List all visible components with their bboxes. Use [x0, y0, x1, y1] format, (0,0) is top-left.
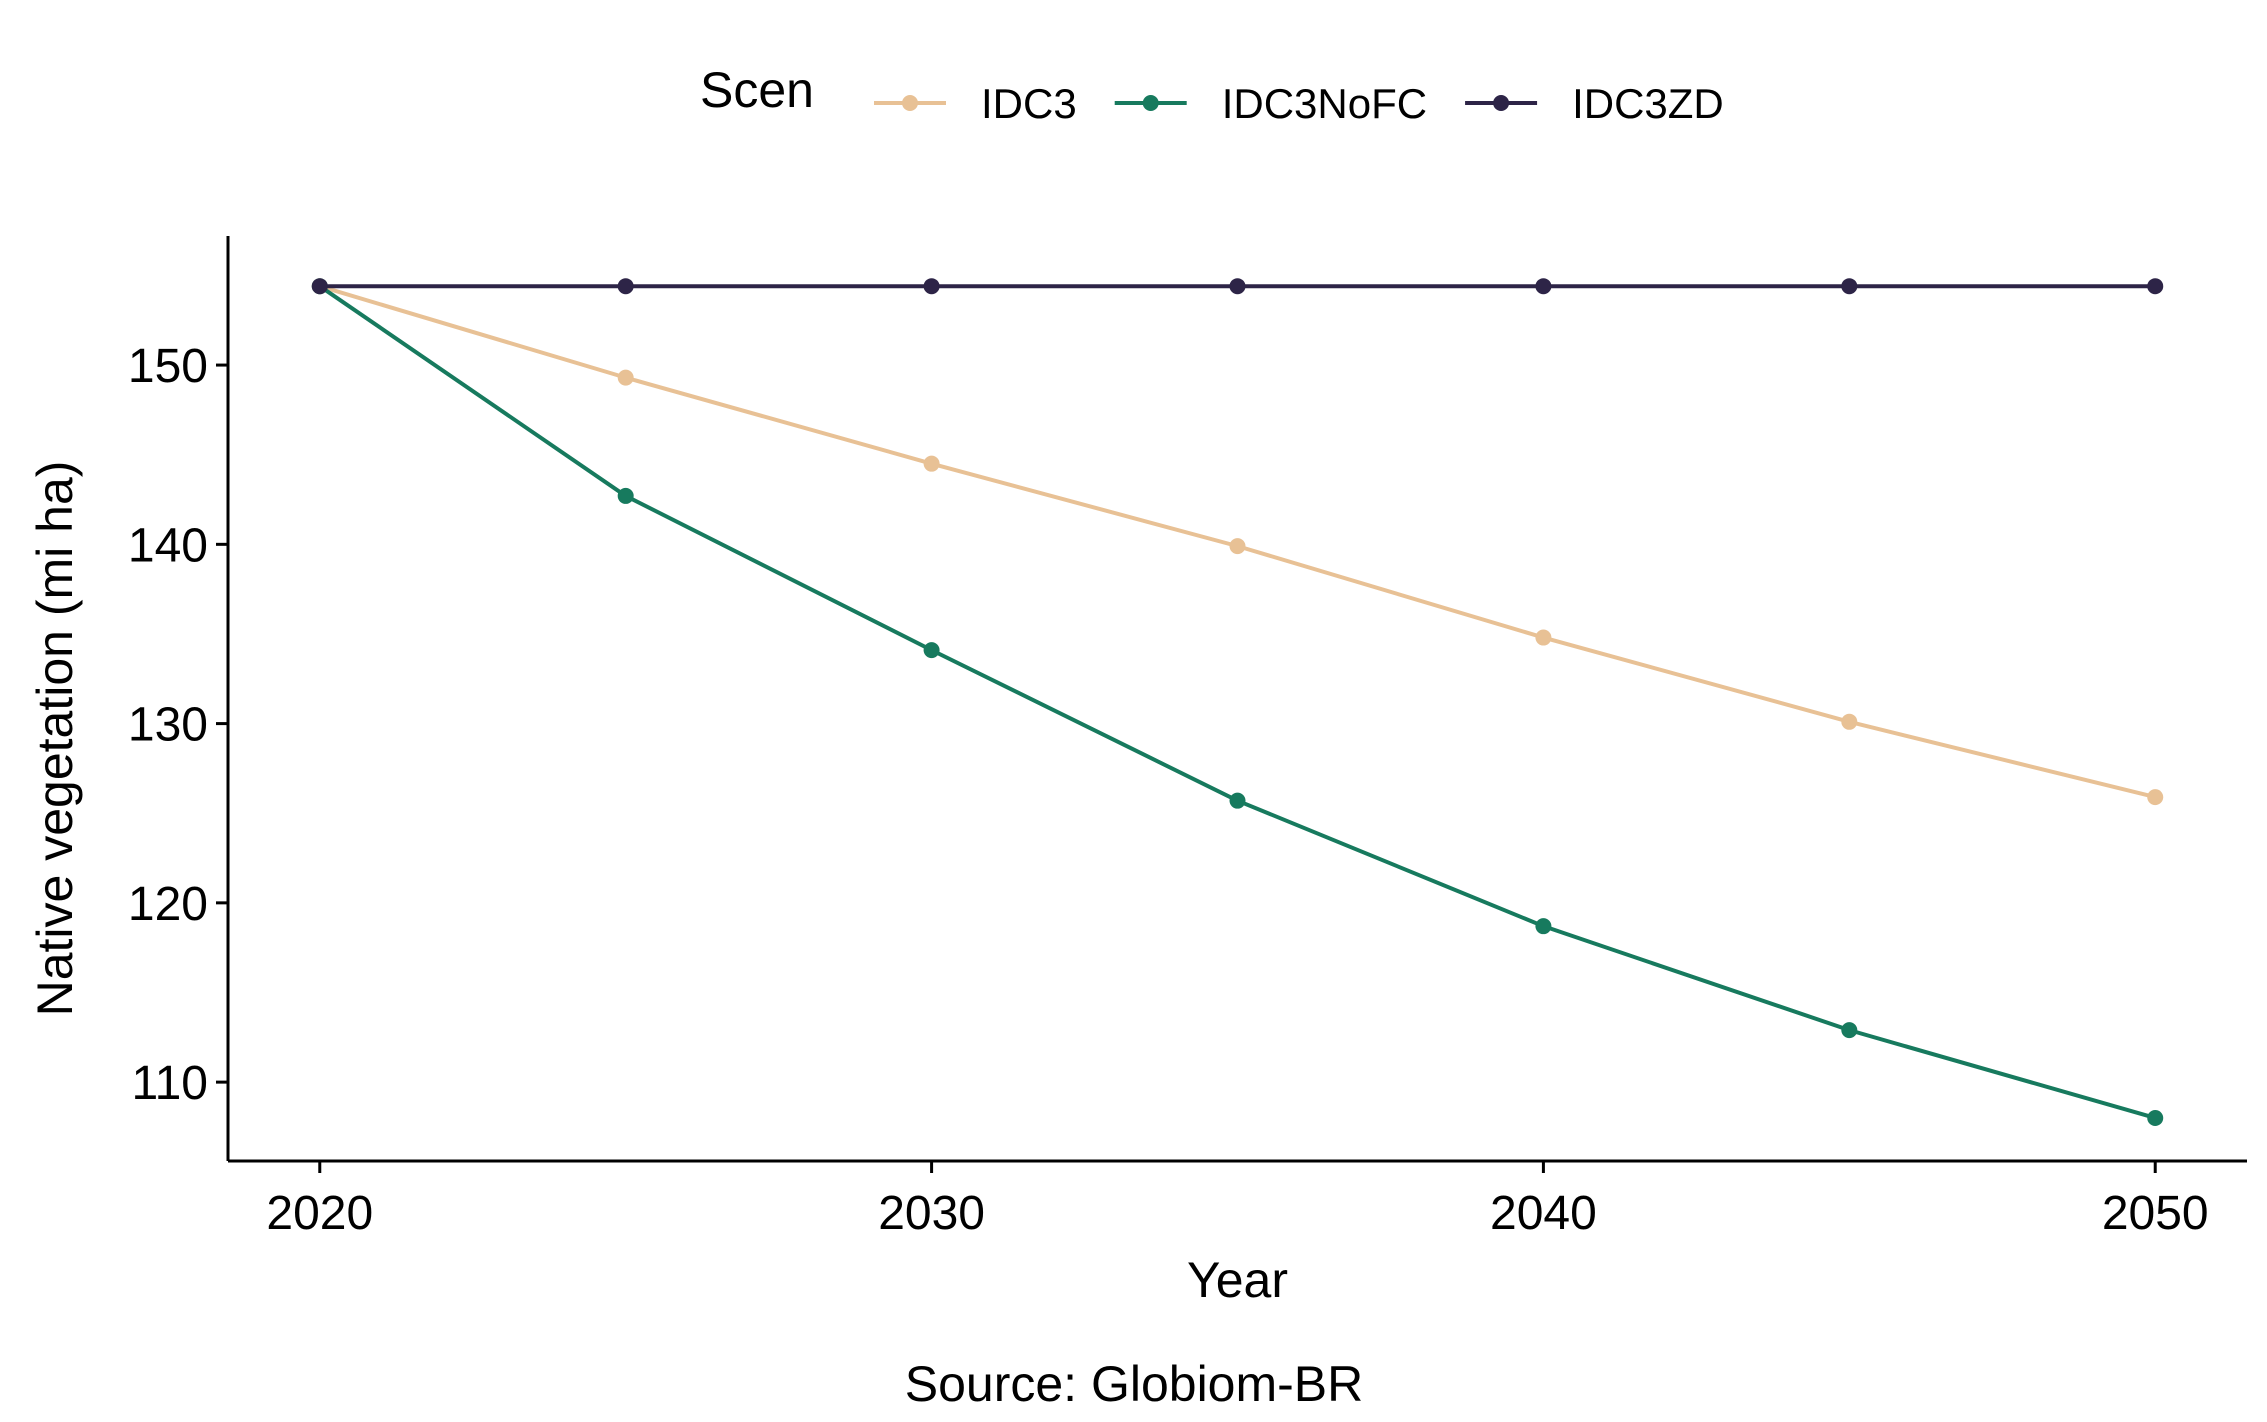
data-point [923, 642, 940, 659]
series [311, 278, 2164, 1126]
data-point [2147, 1109, 2164, 1126]
data-point [1535, 918, 1552, 935]
x-tick-label: 2050 [2102, 1187, 2209, 1240]
legend-key-point [1493, 95, 1510, 111]
legend-title: Scen [700, 62, 814, 118]
legend: Scen IDC3 IDC3NoFC IDC3ZD [700, 62, 1724, 127]
data-point [617, 487, 634, 504]
legend-label: IDC3 [981, 80, 1077, 127]
legend-item: IDC3NoFC [1114, 80, 1427, 127]
data-point [2147, 278, 2164, 295]
legend-label: IDC3ZD [1572, 80, 1724, 127]
series-IDC3NoFC [311, 278, 2164, 1126]
ticks: 110 120 130 140 150 2020 2030 2040 2050 [128, 340, 2209, 1240]
data-point [923, 455, 940, 472]
data-point [1229, 538, 1246, 555]
data-point [1841, 278, 1858, 295]
legend-label: IDC3NoFC [1222, 80, 1427, 127]
data-point [2147, 789, 2164, 806]
x-tick-label: 2030 [878, 1187, 985, 1240]
data-point [1841, 713, 1858, 730]
legend-key-point [902, 95, 918, 111]
x-axis-title: Year [1187, 1252, 1288, 1308]
data-point [1535, 629, 1552, 646]
data-point [617, 369, 634, 386]
series-IDC3ZD [311, 278, 2164, 295]
source-caption: Source: Globiom-BR [905, 1356, 1364, 1412]
data-point [1535, 278, 1552, 295]
y-axis-title: Native vegetation (mi ha) [27, 461, 83, 1017]
legend-item: IDC3 [874, 80, 1077, 127]
data-point [617, 278, 634, 295]
axes [226, 236, 2247, 1163]
y-tick-label: 130 [128, 699, 208, 752]
y-tick-label: 150 [128, 340, 208, 393]
y-tick-label: 120 [128, 878, 208, 931]
data-point [311, 278, 328, 295]
y-tick-label: 140 [128, 519, 208, 572]
legend-key-point [1142, 95, 1159, 111]
y-tick-label: 110 [131, 1057, 208, 1110]
data-point [923, 278, 940, 295]
series-IDC3 [311, 278, 2164, 806]
series-line [318, 284, 2156, 1120]
data-point [1229, 278, 1246, 295]
data-point [1229, 792, 1246, 809]
x-tick-label: 2020 [266, 1187, 373, 1240]
x-tick-label: 2040 [1490, 1187, 1597, 1240]
legend-item: IDC3ZD [1465, 80, 1724, 127]
data-point [1841, 1022, 1858, 1039]
